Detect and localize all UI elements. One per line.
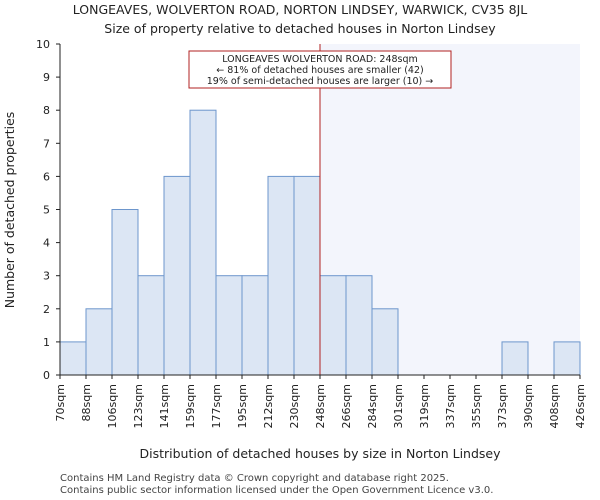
chart-subtitle: Size of property relative to detached ho… — [104, 21, 496, 36]
bar-123sqm — [137, 275, 165, 376]
bar-373sqm — [501, 341, 529, 376]
x-tick-label: 408sqm — [548, 384, 561, 428]
annotation-frame — [188, 50, 452, 89]
bar-106sqm — [111, 209, 139, 376]
bar-266sqm — [345, 275, 373, 376]
bar-284sqm — [371, 308, 399, 376]
bar-70sqm — [59, 341, 87, 376]
histogram-chart: LONGEAVES, WOLVERTON ROAD, NORTON LINDSE… — [2, 2, 587, 461]
bar-141sqm — [163, 175, 191, 376]
x-tick-label: 195sqm — [236, 384, 249, 428]
bar-212sqm — [267, 175, 295, 376]
annotation-line-1: LONGEAVES WOLVERTON ROAD: 248sqm — [222, 54, 418, 65]
y-axis-label: Number of detached properties — [2, 112, 17, 309]
x-tick-label: 284sqm — [366, 384, 379, 428]
x-tick-label: 266sqm — [340, 384, 353, 428]
annotation-box: LONGEAVES WOLVERTON ROAD: 248sqm ← 81% o… — [188, 50, 452, 89]
y-axis: 0 1 2 3 4 5 6 7 8 9 10 — [36, 38, 61, 382]
x-tick-label: 230sqm — [288, 384, 301, 428]
bars-group — [59, 109, 581, 376]
y-tick-label: 7 — [43, 137, 50, 150]
x-tick-label: 426sqm — [574, 384, 587, 428]
x-tick-label: 373sqm — [496, 384, 509, 428]
annotation-line-2: ← 81% of detached houses are smaller (42… — [216, 65, 423, 76]
x-tick-label: 159sqm — [184, 384, 197, 428]
x-tick-label: 248sqm — [314, 384, 327, 428]
annotation-line-3: 19% of semi-detached houses are larger (… — [207, 76, 434, 87]
y-tick-label: 3 — [43, 270, 50, 283]
x-axis: 70sqm 88sqm 106sqm 123sqm 141sqm 159sqm 177sqm… — [54, 374, 587, 428]
footer-attribution-2: Contains public sector information licen… — [60, 485, 494, 496]
bar-177sqm — [215, 275, 243, 376]
bar-230sqm — [293, 175, 321, 376]
x-tick-label: 141sqm — [158, 384, 171, 428]
y-tick-label: 2 — [43, 303, 50, 316]
x-tick-label: 355sqm — [470, 384, 483, 428]
y-tick-label: 4 — [43, 237, 50, 250]
bar-195sqm — [241, 275, 269, 376]
x-tick-label: 88sqm — [80, 384, 93, 421]
x-tick-label: 177sqm — [210, 384, 223, 428]
x-tick-label: 319sqm — [418, 384, 431, 428]
y-tick-label: 6 — [43, 170, 50, 183]
x-tick-label: 70sqm — [54, 384, 67, 421]
y-tick-label: 0 — [43, 369, 50, 382]
bar-88sqm — [85, 308, 113, 376]
x-tick-label: 106sqm — [106, 384, 119, 428]
x-axis-label: Distribution of detached houses by size … — [139, 446, 501, 461]
x-tick-label: 212sqm — [262, 384, 275, 428]
x-tick-label: 123sqm — [132, 384, 145, 428]
x-tick-label: 337sqm — [444, 384, 457, 428]
y-tick-label: 9 — [43, 71, 50, 84]
x-tick-label: 301sqm — [392, 384, 405, 428]
bar-248sqm — [319, 275, 347, 376]
bar-408sqm — [553, 341, 581, 376]
chart-title: LONGEAVES, WOLVERTON ROAD, NORTON LINDSE… — [73, 2, 528, 17]
y-tick-label: 5 — [43, 204, 50, 217]
y-tick-label: 10 — [36, 38, 50, 51]
x-tick-label: 390sqm — [522, 384, 535, 428]
bar-159sqm — [189, 109, 217, 376]
y-tick-label: 1 — [43, 336, 50, 349]
y-tick-label: 8 — [43, 104, 50, 117]
footer-attribution-1: Contains HM Land Registry data © Crown c… — [60, 473, 449, 484]
